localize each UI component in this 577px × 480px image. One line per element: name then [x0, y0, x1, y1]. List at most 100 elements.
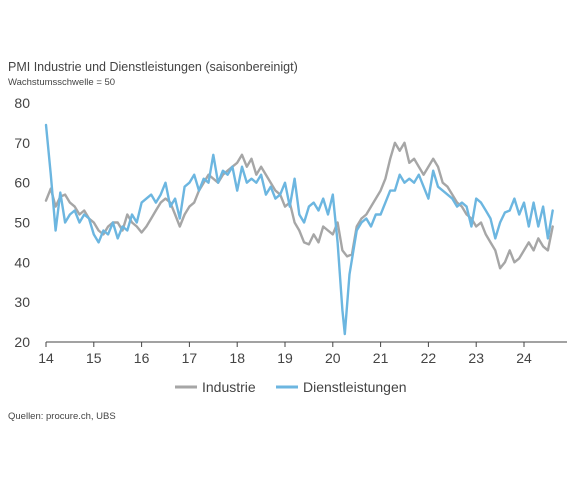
- data-point-dienstleistungen: [246, 181, 248, 184]
- data-point-industrie: [336, 221, 339, 224]
- data-point-dienstleistungen: [384, 201, 387, 204]
- data-point-industrie: [403, 142, 406, 144]
- data-point-industrie: [265, 173, 267, 176]
- data-point-dienstleistungen: [255, 181, 258, 184]
- data-point-dienstleistungen: [427, 197, 430, 200]
- data-point-industrie: [355, 225, 358, 228]
- data-point-dienstleistungen: [422, 185, 425, 188]
- data-point-industrie: [461, 205, 463, 208]
- source-note: Quellen: procure.ch, UBS: [8, 411, 116, 422]
- data-point-dienstleistungen: [265, 193, 267, 196]
- x-axis: 14 15 16 17 18 19 20 21 22 23 24: [38, 341, 567, 366]
- data-point-dienstleistungen: [475, 197, 478, 200]
- data-point-industrie: [107, 225, 109, 228]
- data-point-dienstleistungen: [348, 273, 351, 276]
- data-point-dienstleistungen: [121, 225, 124, 228]
- data-point-dienstleistungen: [78, 221, 81, 224]
- data-point-industrie: [398, 150, 401, 152]
- data-point-industrie: [226, 169, 229, 172]
- data-point-dienstleistungen: [365, 217, 368, 220]
- data-point-dienstleistungen: [360, 221, 363, 224]
- legend: Industrie Dienstleistungen: [175, 379, 407, 395]
- data-point-dienstleistungen: [88, 217, 90, 220]
- data-point-dienstleistungen: [532, 201, 535, 204]
- y-tick-label: 20: [14, 334, 30, 350]
- data-point-industrie: [159, 201, 162, 204]
- data-point-dienstleistungen: [408, 177, 411, 180]
- data-point-industrie: [45, 199, 47, 202]
- data-point-industrie: [422, 173, 425, 176]
- data-point-industrie: [126, 213, 129, 216]
- data-point-dienstleistungen: [126, 229, 129, 232]
- data-point-industrie: [332, 233, 334, 236]
- data-point-dienstleistungen: [389, 189, 392, 192]
- data-point-industrie: [322, 225, 325, 228]
- data-point-dienstleistungen: [441, 189, 444, 192]
- x-tick-label: 15: [86, 350, 102, 366]
- data-point-dienstleistungen: [513, 197, 516, 200]
- data-point-industrie: [78, 213, 81, 216]
- data-point-dienstleistungen: [131, 213, 133, 216]
- data-point-industrie: [212, 177, 215, 180]
- data-point-dienstleistungen: [451, 197, 454, 200]
- data-point-industrie: [303, 241, 305, 244]
- chart-title: PMI Industrie und Dienstleistungen (sais…: [8, 60, 298, 74]
- data-point-industrie: [236, 162, 238, 164]
- data-point-industrie: [508, 249, 511, 252]
- data-point-industrie: [360, 217, 363, 220]
- data-point-industrie: [83, 209, 85, 212]
- data-point-industrie: [174, 213, 176, 216]
- series-layer: [44, 123, 554, 336]
- data-point-industrie: [427, 165, 430, 168]
- data-point-industrie: [116, 221, 119, 224]
- data-point-dienstleistungen: [236, 189, 238, 192]
- data-point-dienstleistungen: [504, 211, 506, 214]
- series-dienstleistungen: [44, 123, 554, 336]
- data-point-industrie: [537, 237, 540, 240]
- data-point-dienstleistungen: [542, 205, 544, 208]
- data-point-dienstleistungen: [470, 225, 473, 228]
- data-point-dienstleistungen: [465, 205, 468, 208]
- data-point-industrie: [150, 217, 152, 220]
- data-point-dienstleistungen: [145, 197, 148, 200]
- data-point-industrie: [408, 162, 411, 164]
- data-point-dienstleistungen: [212, 154, 215, 156]
- data-point-dienstleistungen: [303, 221, 305, 224]
- data-point-dienstleistungen: [494, 237, 497, 240]
- data-point-dienstleistungen: [537, 225, 540, 228]
- data-point-industrie: [465, 213, 468, 216]
- data-point-dienstleistungen: [485, 209, 487, 212]
- x-tick-label: 19: [277, 350, 293, 366]
- data-point-dienstleistungen: [551, 209, 554, 212]
- data-point-dienstleistungen: [231, 165, 234, 168]
- data-point-dienstleistungen: [102, 229, 105, 232]
- data-point-industrie: [274, 189, 277, 192]
- data-point-dienstleistungen: [298, 213, 301, 216]
- x-tick-label: 18: [229, 350, 245, 366]
- data-point-dienstleistungen: [499, 221, 501, 224]
- data-point-industrie: [69, 201, 71, 204]
- data-point-industrie: [131, 221, 133, 224]
- data-point-dienstleistungen: [83, 213, 85, 216]
- data-point-industrie: [365, 213, 368, 216]
- data-point-dienstleistungen: [73, 209, 76, 212]
- data-point-dienstleistungen: [523, 201, 525, 204]
- data-point-industrie: [241, 154, 243, 156]
- data-point-industrie: [269, 181, 272, 184]
- data-point-industrie: [413, 158, 415, 160]
- data-point-industrie: [317, 241, 320, 244]
- data-point-industrie: [136, 225, 138, 228]
- data-point-dienstleistungen: [332, 193, 334, 196]
- data-point-dienstleistungen: [403, 181, 406, 184]
- data-point-dienstleistungen: [461, 201, 463, 204]
- data-point-dienstleistungen: [312, 201, 315, 204]
- data-point-dienstleistungen: [54, 229, 57, 232]
- x-tick-label: 23: [468, 350, 484, 366]
- data-point-industrie: [504, 261, 506, 264]
- data-point-industrie: [73, 205, 76, 208]
- data-point-industrie: [284, 205, 286, 208]
- data-point-dienstleistungen: [398, 173, 401, 176]
- data-point-industrie: [494, 249, 497, 252]
- data-point-dienstleistungen: [164, 181, 167, 184]
- data-point-dienstleistungen: [518, 213, 520, 216]
